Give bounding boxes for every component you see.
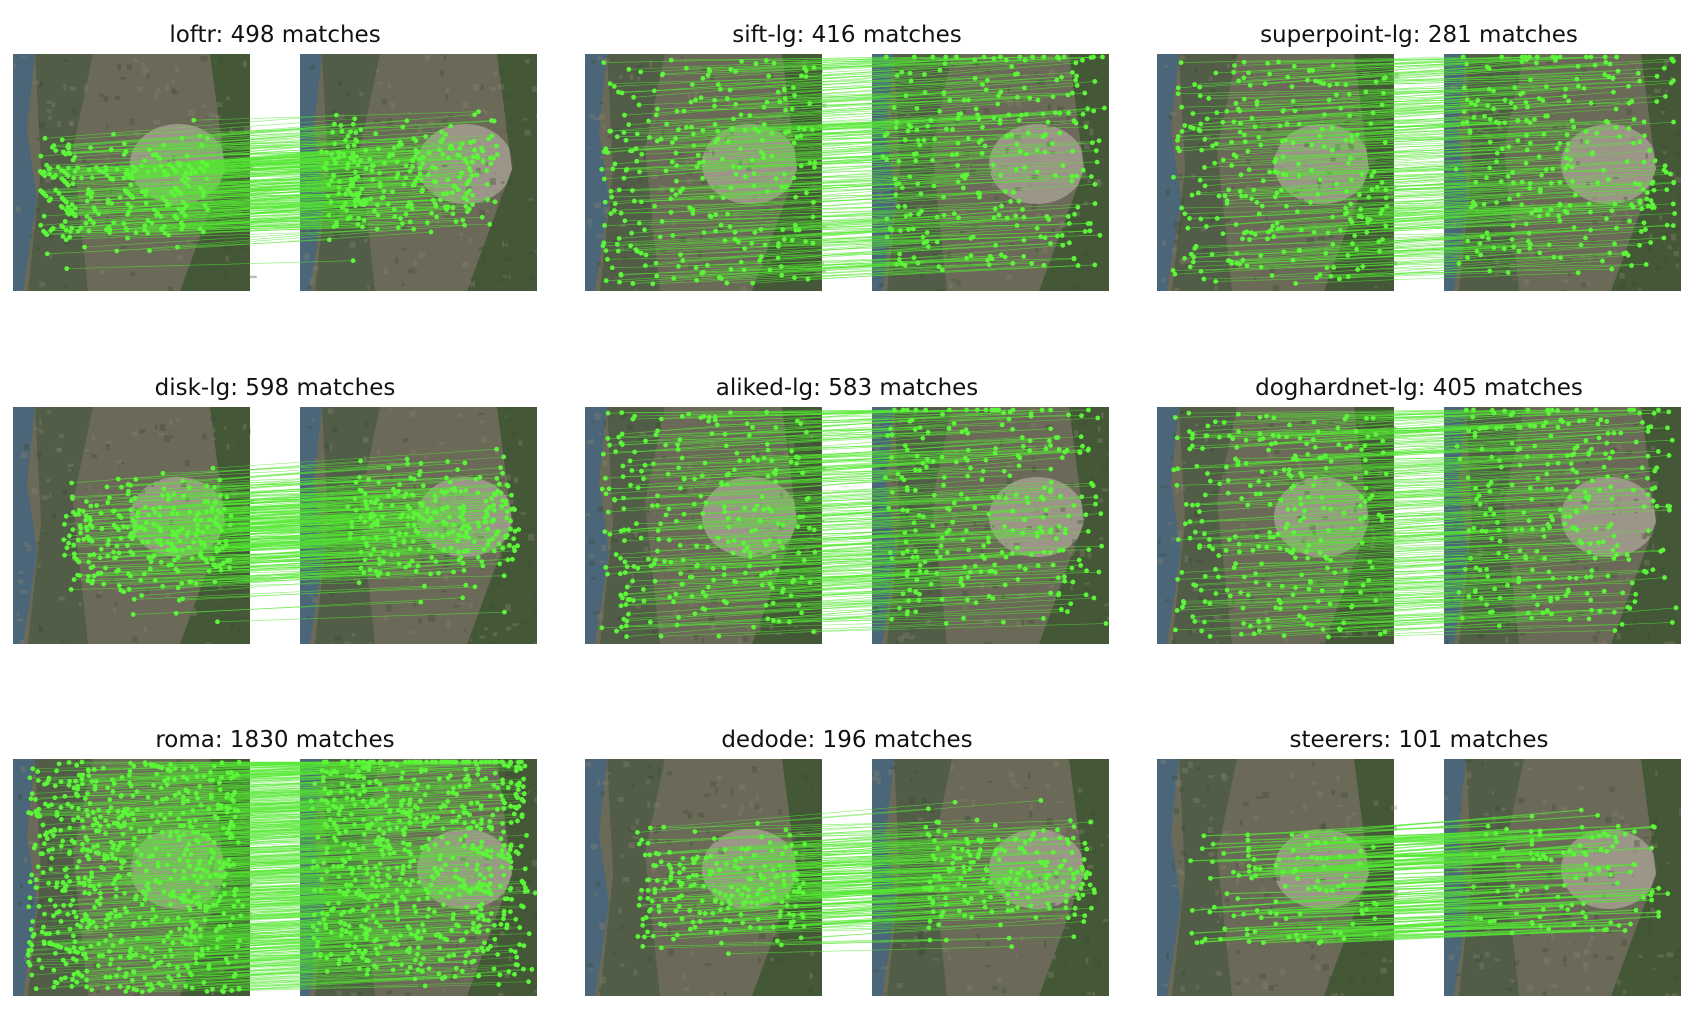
panel-title: steerers: 101 matches xyxy=(1157,726,1681,754)
match-visualization xyxy=(13,754,537,996)
match-visualization xyxy=(13,49,537,291)
panel-title: dedode: 196 matches xyxy=(585,726,1109,754)
panel-title: aliked-lg: 583 matches xyxy=(585,374,1109,402)
match-panel-aliked-lg: aliked-lg: 583 matches xyxy=(585,374,1109,674)
match-panel-dedode: dedode: 196 matches xyxy=(585,726,1109,1026)
panel-title: superpoint-lg: 281 matches xyxy=(1157,21,1681,49)
panel-title: loftr: 498 matches xyxy=(13,21,537,49)
panel-title: sift-lg: 416 matches xyxy=(585,21,1109,49)
match-visualization xyxy=(585,754,1109,996)
match-visualization xyxy=(585,402,1109,644)
panel-title: roma: 1830 matches xyxy=(13,726,537,754)
match-panel-roma: roma: 1830 matches xyxy=(13,726,537,1026)
satellite-image xyxy=(1157,759,1398,996)
match-panel-steerers: steerers: 101 matches xyxy=(1157,726,1681,1026)
match-panel-disk-lg: disk-lg: 598 matches xyxy=(13,374,537,674)
match-panel-doghardnet-lg: doghardnet-lg: 405 matches xyxy=(1157,374,1681,674)
match-visualization xyxy=(1157,754,1681,996)
match-visualization xyxy=(13,402,537,644)
match-visualization xyxy=(1157,49,1681,291)
match-panel-sift-lg: sift-lg: 416 matches xyxy=(585,21,1109,321)
panel-title: disk-lg: 598 matches xyxy=(13,374,537,402)
match-panel-superpoint-lg: superpoint-lg: 281 matches xyxy=(1157,21,1681,321)
match-visualization xyxy=(585,49,1109,291)
match-visualization xyxy=(1157,402,1681,644)
match-panel-loftr: loftr: 498 matches xyxy=(13,21,537,321)
panel-title: doghardnet-lg: 405 matches xyxy=(1157,374,1681,402)
